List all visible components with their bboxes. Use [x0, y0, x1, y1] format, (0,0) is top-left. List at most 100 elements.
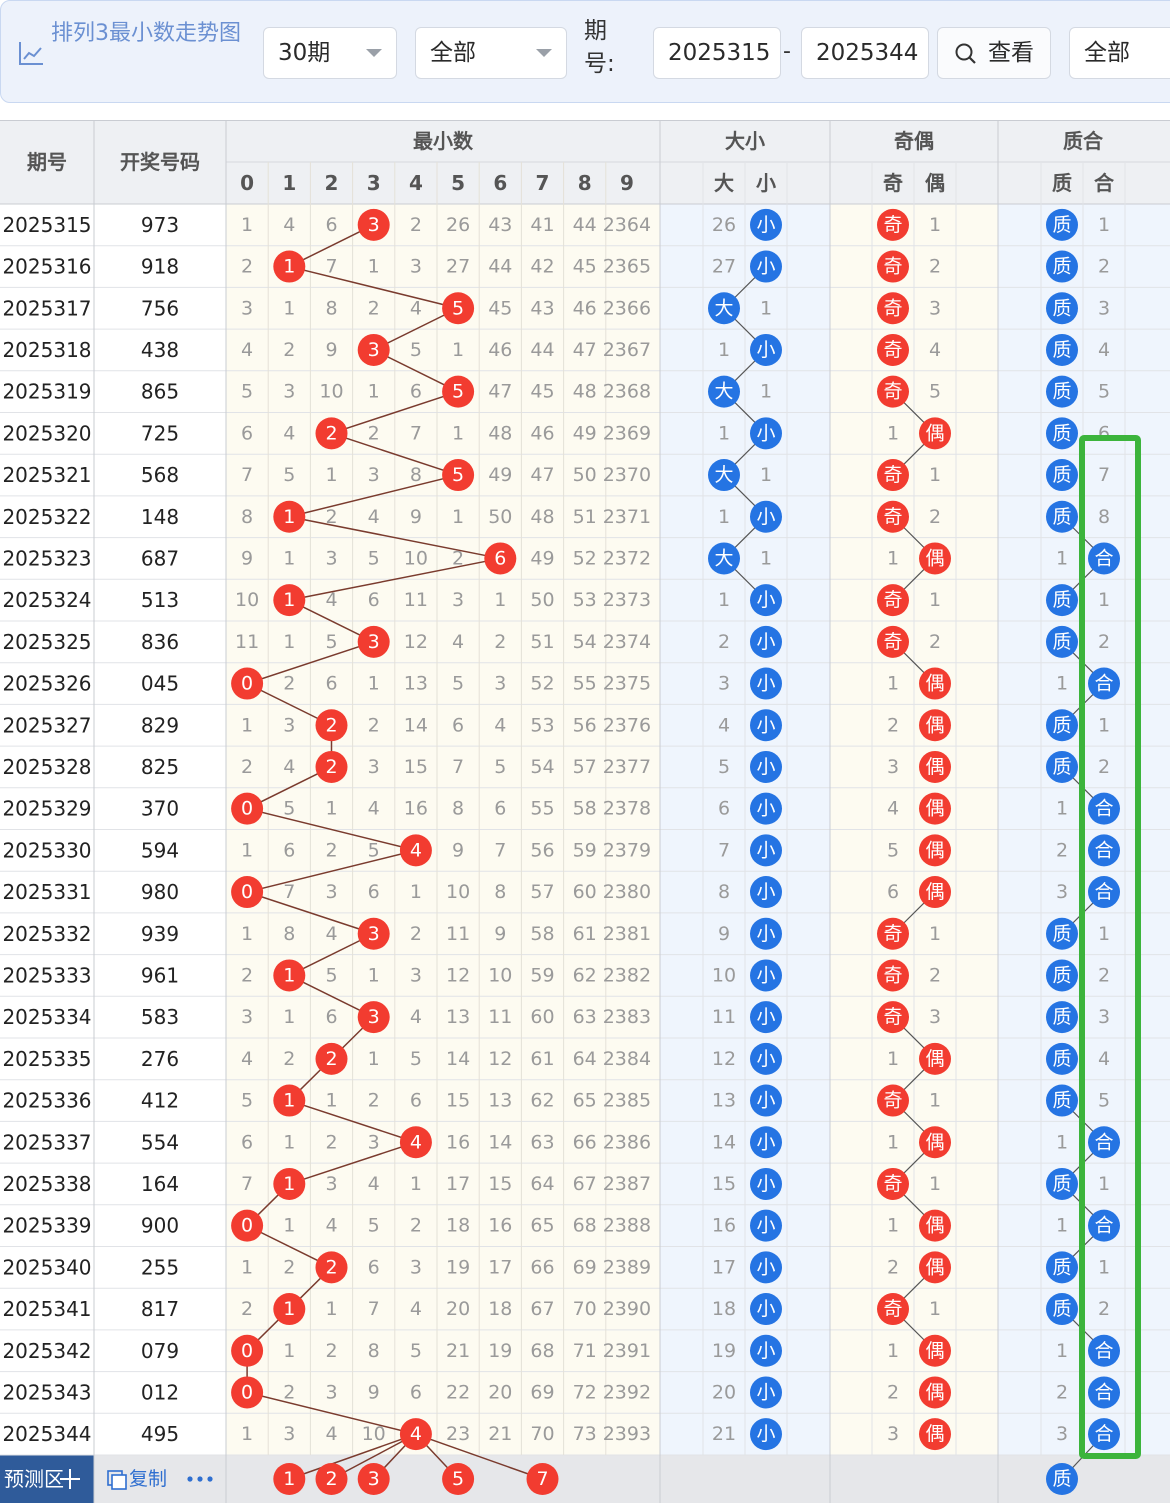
prime-hit-ball	[1088, 1376, 1120, 1409]
miss-count: 7	[325, 256, 337, 278]
size-miss-count: 5	[718, 756, 730, 778]
miss-count: 14	[488, 1131, 512, 1153]
prime-hit-ball	[1046, 917, 1078, 950]
miss-count: 6	[368, 589, 380, 611]
miss-count: 19	[446, 1256, 470, 1278]
size-subheader: 小	[756, 171, 776, 195]
plus-icon[interactable]	[60, 1469, 80, 1489]
parity-hit: 偶	[925, 839, 944, 861]
parity-miss-count: 1	[887, 1215, 899, 1237]
prime-hit: 质	[1052, 923, 1071, 945]
prime-hit: 质	[1052, 1048, 1071, 1070]
miss-count: 1	[410, 1173, 422, 1195]
miss-count: 2373	[603, 589, 651, 611]
miss-count: 5	[410, 1340, 422, 1362]
right-filter-select[interactable]: 全部	[1069, 27, 1170, 79]
parity-miss-count: 5	[887, 839, 899, 861]
more-dot	[207, 1476, 213, 1482]
parity-miss-count: 6	[887, 881, 899, 903]
miss-count: 73	[573, 1423, 597, 1445]
prime-hit: 合	[1094, 1131, 1113, 1153]
prime-hit-ball	[1046, 333, 1078, 366]
issue-from-input[interactable]: 2025315	[653, 27, 781, 79]
predict-connector	[415, 1433, 543, 1480]
toolbar: 排列3最小数走势图 30期 全部 期号: 2025315 - 2025344 查…	[0, 0, 1170, 103]
copy-button[interactable]: 复制	[107, 1468, 167, 1490]
prime-miss-count: 4	[1098, 1048, 1110, 1070]
filter-select[interactable]: 全部	[415, 27, 567, 79]
prime-hit: 质	[1052, 1090, 1071, 1112]
size-hit-ball	[708, 542, 740, 575]
more-dots-icon[interactable]	[187, 1476, 213, 1482]
miss-count: 2389	[603, 1256, 651, 1278]
number-cell: 568	[141, 463, 179, 487]
parity-hit-ball	[877, 459, 909, 492]
miss-count: 2	[368, 1090, 380, 1112]
miss-count: 18	[488, 1298, 512, 1320]
miss-count: 2374	[603, 631, 651, 653]
miss-count: 5	[452, 673, 464, 695]
parity-hit: 奇	[883, 297, 902, 319]
parity-hit-ball	[919, 792, 951, 825]
miss-count: 64	[573, 1048, 597, 1070]
prime-hit: 质	[1052, 256, 1071, 278]
size-hit: 小	[756, 1340, 775, 1362]
parity-miss-count: 2	[887, 1381, 899, 1403]
predict-ball-ball	[357, 1463, 390, 1495]
parity-miss-count: 2	[929, 631, 941, 653]
prime-hit: 质	[1052, 631, 1071, 653]
min-digit-hit: 3	[368, 214, 380, 236]
prime-hit-ball	[1046, 625, 1078, 658]
number-cell: 817	[141, 1297, 179, 1321]
predict-ball-ball	[273, 1463, 306, 1495]
miss-count: 62	[573, 964, 597, 986]
miss-count: 2386	[603, 1131, 651, 1153]
parity-hit-ball	[877, 250, 909, 283]
parity-subheader: 偶	[925, 171, 945, 195]
miss-count: 58	[530, 923, 554, 945]
size-hit: 小	[756, 1090, 775, 1112]
miss-count: 2	[494, 631, 506, 653]
miss-count: 49	[573, 422, 597, 444]
period-count-select[interactable]: 30期	[263, 27, 397, 79]
miss-count: 2392	[603, 1381, 651, 1403]
miss-count: 1	[410, 881, 422, 903]
miss-count: 10	[488, 964, 512, 986]
issue-to-input[interactable]: 2025344	[801, 27, 929, 79]
period-cell: 2025324	[2, 588, 91, 612]
miss-count: 2383	[603, 1006, 651, 1028]
miss-count: 50	[573, 464, 597, 486]
prime-miss-count: 1	[1098, 214, 1110, 236]
miss-count: 1	[452, 506, 464, 528]
miss-count: 6	[368, 881, 380, 903]
miss-count: 45	[530, 381, 554, 403]
miss-count: 2388	[603, 1215, 651, 1237]
parity-hit-ball	[877, 1293, 909, 1326]
min-digit-hit-ball	[273, 959, 306, 992]
prime-hit: 质	[1052, 339, 1071, 361]
miss-count: 7	[241, 464, 253, 486]
more-dot	[187, 1476, 193, 1482]
size-hit: 小	[756, 214, 775, 236]
parity-hit-ball	[919, 667, 951, 700]
min-digit-hit: 2	[325, 422, 337, 444]
prime-hit-ball	[1046, 1001, 1078, 1034]
period-cell: 2025325	[2, 630, 91, 654]
size-miss-count: 4	[718, 714, 730, 736]
digit-header-1: 1	[282, 171, 296, 195]
prime-subheader: 合	[1094, 171, 1115, 195]
miss-count: 20	[488, 1381, 512, 1403]
miss-count: 6	[452, 714, 464, 736]
parity-miss-count: 1	[887, 1048, 899, 1070]
period-cell: 2025322	[2, 505, 91, 529]
min-digit-hit-ball	[399, 834, 432, 867]
size-hit: 小	[756, 673, 775, 695]
parity-hit-ball	[877, 959, 909, 992]
miss-count: 26	[446, 214, 470, 236]
miss-count: 3	[241, 1006, 253, 1028]
size-hit-ball	[750, 1001, 782, 1034]
miss-count: 44	[530, 339, 554, 361]
prime-miss-count: 2	[1098, 964, 1110, 986]
search-button[interactable]: 查看	[937, 27, 1051, 79]
parity-hit: 奇	[883, 631, 902, 653]
